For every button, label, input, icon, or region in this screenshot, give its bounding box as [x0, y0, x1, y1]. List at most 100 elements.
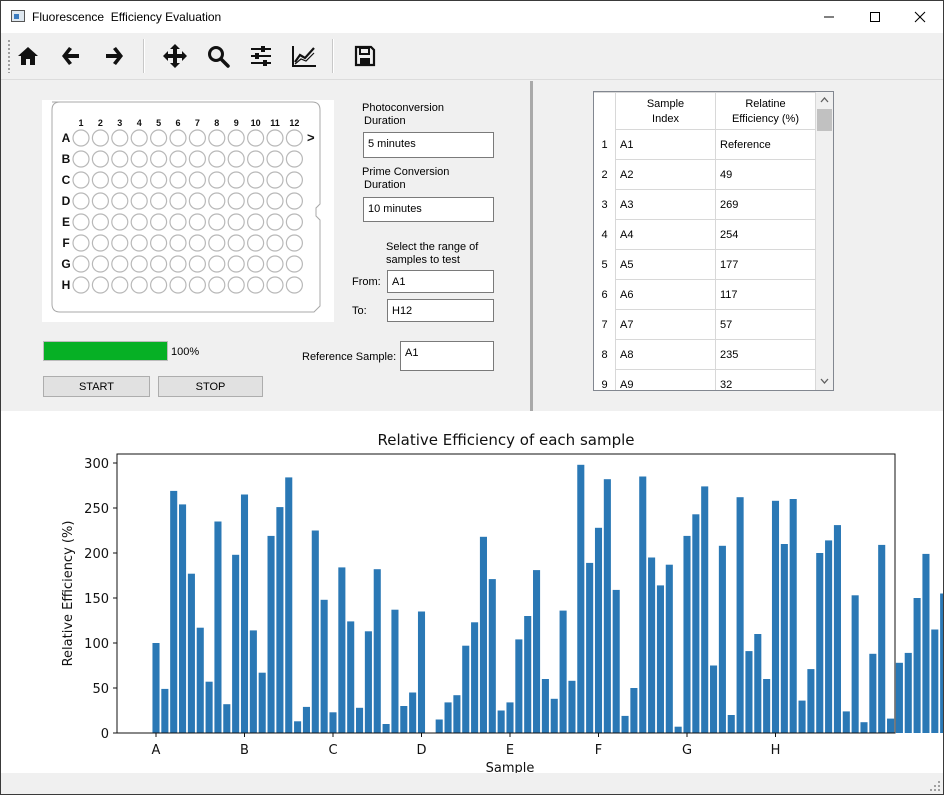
plate-well[interactable] [188, 234, 206, 252]
row-header[interactable]: 6 [601, 289, 608, 301]
plate-well[interactable] [208, 171, 226, 189]
sample-index-cell[interactable]: A9 [620, 379, 634, 391]
plate-well[interactable] [111, 276, 129, 294]
plate-well[interactable] [208, 150, 226, 168]
plate-well[interactable] [247, 276, 265, 294]
plate-well[interactable] [208, 213, 226, 231]
plate-well[interactable] [169, 192, 187, 210]
plate-well[interactable] [227, 129, 245, 147]
plate-well[interactable] [149, 171, 168, 189]
table-vertical-scrollbar[interactable] [816, 92, 833, 390]
row-header[interactable]: 8 [601, 349, 608, 361]
row-header[interactable]: 3 [601, 199, 608, 211]
plate-well[interactable] [266, 150, 284, 168]
resize-grip-icon[interactable] [929, 780, 941, 792]
start-button[interactable]: START [43, 376, 150, 397]
minimize-button[interactable] [806, 1, 852, 33]
plate-well[interactable] [247, 129, 265, 147]
plate-well[interactable] [149, 192, 168, 210]
sample-index-cell[interactable]: A1 [620, 139, 634, 151]
to-input[interactable]: H12 [387, 299, 494, 322]
efficiency-cell[interactable]: 177 [720, 259, 739, 271]
scroll-down-arrow-icon[interactable] [820, 378, 829, 385]
plate-well[interactable] [130, 192, 148, 210]
plate-well[interactable] [72, 276, 90, 294]
table-row[interactable]: 1 A1 Reference [594, 130, 816, 160]
plate-well[interactable] [111, 255, 129, 273]
plate-well[interactable] [247, 255, 265, 273]
plate-well[interactable] [188, 192, 206, 210]
plate-well[interactable] [91, 213, 110, 231]
back-button[interactable] [54, 39, 88, 73]
toolbar-grip[interactable] [7, 39, 11, 73]
plate-well[interactable] [188, 276, 206, 294]
plate-well[interactable] [149, 213, 168, 231]
plate-well[interactable] [266, 171, 284, 189]
sample-index-cell[interactable]: A5 [620, 259, 634, 271]
plate-well[interactable] [91, 171, 110, 189]
plate-well[interactable] [188, 150, 206, 168]
sample-index-cell[interactable]: A6 [620, 289, 634, 301]
efficiency-cell[interactable]: 57 [720, 319, 733, 331]
reference-sample-input[interactable]: A1 [400, 341, 494, 371]
plate-well[interactable] [169, 171, 187, 189]
sample-index-cell[interactable]: A2 [620, 169, 634, 181]
table-row[interactable]: 5 A5 177 [594, 250, 816, 280]
table-row[interactable]: 9 A9 32 [594, 370, 816, 391]
plate-well[interactable] [72, 171, 90, 189]
plate-well[interactable] [91, 234, 110, 252]
plate-well[interactable] [111, 150, 129, 168]
plate-well[interactable] [149, 234, 168, 252]
plate-well[interactable] [111, 171, 129, 189]
plate-well[interactable] [130, 150, 148, 168]
sample-index-cell[interactable]: A8 [620, 349, 634, 361]
plate-well[interactable] [130, 276, 148, 294]
prime-conversion-duration-input[interactable]: 10 minutes [363, 197, 494, 222]
stop-button[interactable]: STOP [158, 376, 263, 397]
pan-button[interactable] [158, 39, 192, 73]
plate-well[interactable] [247, 171, 265, 189]
efficiency-cell[interactable]: 254 [720, 229, 739, 241]
plate-well[interactable] [169, 255, 187, 273]
plate-well[interactable] [266, 234, 284, 252]
plate-well[interactable] [285, 255, 303, 273]
plate-well[interactable] [227, 192, 245, 210]
row-header[interactable]: 9 [601, 379, 608, 391]
save-button[interactable] [348, 39, 382, 73]
plate-well[interactable] [266, 276, 284, 294]
plate-well[interactable] [149, 150, 168, 168]
plate-well[interactable] [111, 213, 129, 231]
row-header[interactable]: 4 [601, 229, 608, 241]
scroll-up-arrow-icon[interactable] [820, 96, 829, 103]
plate-well[interactable] [285, 150, 303, 168]
close-button[interactable] [897, 1, 943, 33]
sample-index-cell[interactable]: A7 [620, 319, 634, 331]
plate-well[interactable] [91, 276, 110, 294]
plate-well[interactable] [169, 213, 187, 231]
table-row[interactable]: 7 A7 57 [594, 310, 816, 340]
maximize-button[interactable] [852, 1, 898, 33]
row-header[interactable]: 7 [601, 319, 608, 331]
plate-well[interactable] [285, 276, 303, 294]
plate-well[interactable] [208, 255, 226, 273]
plate-well[interactable] [227, 213, 245, 231]
plate-well[interactable] [72, 192, 90, 210]
table-row[interactable]: 2 A2 49 [594, 160, 816, 190]
table-row[interactable]: 3 A3 269 [594, 190, 816, 220]
plate-well[interactable] [91, 192, 110, 210]
configure-subplots-button[interactable] [244, 39, 278, 73]
plate-well[interactable] [247, 150, 265, 168]
plate-well[interactable] [266, 255, 284, 273]
plate-well[interactable] [91, 150, 110, 168]
plate-well[interactable] [227, 255, 245, 273]
sample-index-cell[interactable]: A4 [620, 229, 634, 241]
plate-well[interactable] [208, 192, 226, 210]
plate-well[interactable] [208, 234, 226, 252]
zoom-button[interactable] [201, 39, 235, 73]
table-row[interactable]: 8 A8 235 [594, 340, 816, 370]
plate-well[interactable] [169, 129, 187, 147]
plate-well[interactable] [130, 213, 148, 231]
plate-well[interactable] [72, 129, 90, 147]
efficiency-cell[interactable]: 117 [720, 289, 738, 301]
efficiency-cell[interactable]: 269 [720, 199, 739, 211]
